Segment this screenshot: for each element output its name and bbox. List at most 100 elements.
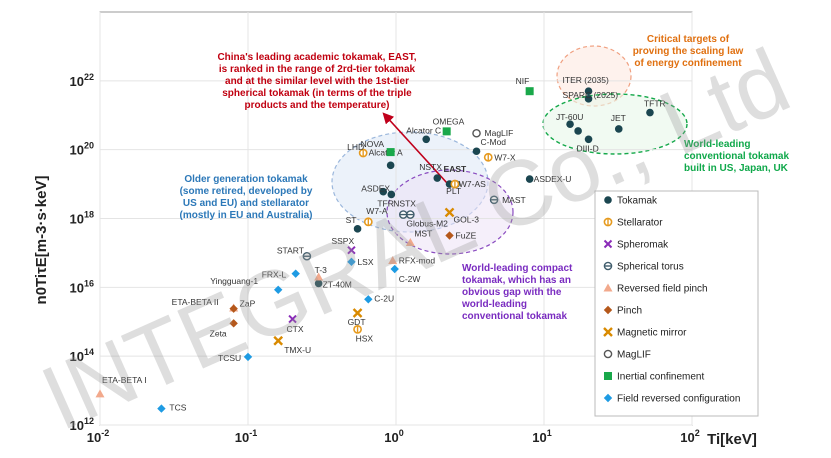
- point-zeta: [229, 319, 238, 328]
- point-label-tcsu: TCSU: [218, 353, 241, 363]
- point-nstx: [433, 174, 442, 182]
- point-label-nstx: NSTX: [393, 199, 416, 209]
- point-zt-40m: [314, 279, 323, 288]
- compact-line-2: tokamak, which has an: [462, 275, 571, 286]
- point-label-alcator-a: Alcator A: [369, 147, 403, 157]
- point-label-nstx: NSTX: [419, 162, 442, 172]
- point-tftr: [646, 108, 654, 117]
- point-label-diii-d: DIII-D: [577, 143, 599, 153]
- point-label-asdex-u: ASDEX-U: [534, 174, 572, 184]
- point-gdt: [352, 308, 363, 318]
- y-tick-label: 1016: [70, 278, 94, 295]
- annotation-older-generation: Older generation tokamak (some retired, …: [180, 174, 313, 221]
- point-nova: [386, 148, 395, 157]
- point-maglif: [472, 128, 481, 138]
- legend-marker-maglif: [603, 349, 613, 359]
- point-label-frx-l: FRX-L: [262, 270, 287, 280]
- point-label-w7-a: W7-A: [366, 206, 388, 216]
- point-label-rfx-mod: RFX-mod: [399, 256, 436, 266]
- point-asdex: [379, 187, 388, 196]
- china-line-3: and at the similar level with the 1st-ti…: [225, 76, 409, 87]
- annotation-compact-tokamak: World-leading compact tokamak, which has…: [461, 263, 573, 322]
- x-tick-label: 102: [680, 428, 699, 445]
- point-label-c-2w: C-2W: [399, 274, 421, 284]
- point-label-sparc-2025: SPARC (2025): [563, 90, 619, 100]
- point-label-nova: NOVA: [361, 139, 385, 149]
- point-zap: [229, 304, 238, 313]
- legend-label-spheromak: Spheromak: [617, 240, 669, 251]
- point-iter-2035: [584, 87, 593, 95]
- legend-label-tokamak: Tokamak: [617, 196, 658, 207]
- point-tcsu: [243, 352, 253, 362]
- point-sparc-2025: [584, 95, 593, 103]
- older-line-1: Older generation tokamak: [184, 174, 308, 185]
- world-conv-line-1: World-leading: [684, 139, 750, 150]
- y-tick-label: 1014: [70, 347, 94, 364]
- legend-items: Tokamak Stellarator Spheromak Spherical tor…: [603, 196, 740, 405]
- older-line-3: US and EU) and stellarator: [183, 198, 309, 209]
- legend-marker-tokamak: [604, 196, 612, 204]
- legend-marker-rfp: [603, 283, 613, 292]
- point-label-alcator-c: Alcator C: [406, 125, 441, 135]
- point-label-zap: ZaP: [240, 299, 256, 309]
- y-tick-label: 1020: [70, 141, 94, 158]
- point-label-ctx: CTX: [287, 324, 304, 334]
- point-jet: [614, 125, 623, 133]
- legend-label-maglif: MagLIF: [617, 350, 651, 361]
- y-tick-label: 1018: [70, 210, 94, 227]
- point-fuze: [445, 231, 454, 240]
- point-nif: [525, 87, 534, 96]
- point-label-jet: JET: [611, 113, 626, 123]
- east-arrow: [382, 112, 448, 184]
- point-label-zt-40m: ZT-40M: [323, 279, 352, 289]
- point-label-zeta: Zeta: [210, 328, 227, 338]
- critical-line-3: of energy confinement: [634, 58, 742, 69]
- legend-label-spherical_torus: Spherical torus: [617, 262, 684, 273]
- point-label-t-3: T-3: [315, 265, 328, 275]
- legend-marker-frc: [603, 393, 613, 403]
- point-label-gol-3: GOL-3: [454, 214, 480, 224]
- critical-line-2: proving the scaling law: [633, 46, 744, 57]
- x-axis-label: Ti[keV]: [707, 431, 757, 448]
- legend-box: [594, 190, 759, 417]
- point-label-sspx: SSPX: [331, 236, 354, 246]
- legend-label-rfp: Reversed field pinch: [617, 284, 708, 295]
- legend-marker-spheromak: [603, 239, 613, 249]
- point-asdex-u: [525, 175, 534, 183]
- compact-line-4: world-leading: [461, 299, 527, 310]
- x-tick-label: 10-1: [235, 428, 257, 445]
- data-points: ITER (2035) SPARC (2025) TFTR JT-60U JET DIII…: [95, 75, 666, 413]
- world-conv-line-2: conventional tokamak: [684, 151, 789, 162]
- point-t-3: [314, 272, 324, 281]
- legend-label-stellarator: Stellarator: [617, 218, 663, 229]
- point-omega: [442, 127, 451, 136]
- point-alcator-c: [422, 135, 431, 144]
- y-axis-ticks: 1012 1014 1016 1018 1020 1022: [70, 72, 94, 433]
- point-label-yingguang-1: Yingguang-1: [210, 276, 258, 286]
- point-jt-60u: [566, 120, 574, 128]
- point-label-tmx-u: TMX-U: [284, 345, 311, 355]
- legend-marker-mirror: [603, 327, 613, 337]
- compact-line-1: World-leading compact: [462, 263, 573, 274]
- legend-label-mirror: Magnetic mirror: [617, 328, 687, 339]
- point-label-maglif: MagLIF: [485, 128, 514, 138]
- point-sspx: [347, 245, 356, 255]
- legend-label-pinch: Pinch: [617, 306, 642, 317]
- x-tick-label: 10-2: [87, 428, 109, 445]
- legend-marker-pinch: [603, 305, 613, 315]
- point-label-jt-60u: JT-60U: [556, 112, 583, 122]
- point-label-w7-as: W7-AS: [459, 179, 486, 189]
- point-gol-3: [444, 207, 455, 218]
- compact-line-5: conventional tokamak: [462, 311, 567, 322]
- point-label-hsx: HSX: [356, 333, 374, 343]
- y-tick-label: 1012: [70, 416, 94, 433]
- point-mst: [405, 238, 415, 247]
- point-c-mod: [472, 147, 481, 156]
- point-label-tcs: TCS: [169, 403, 186, 413]
- older-line-4: (mostly in EU and Australia): [180, 210, 313, 221]
- point-label-start: START: [277, 245, 304, 255]
- point-eta-beta-i: [95, 389, 105, 398]
- point-label-st: ST: [346, 215, 357, 225]
- point-unnamed: [574, 127, 582, 135]
